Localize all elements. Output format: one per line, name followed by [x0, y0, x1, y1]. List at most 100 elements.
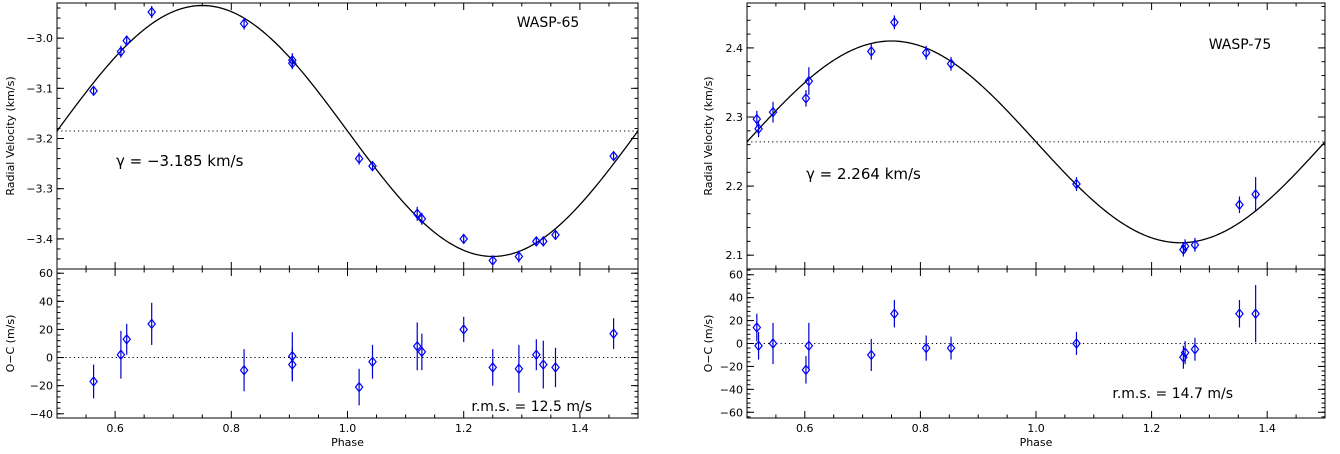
data-point: [147, 302, 157, 345]
data-point: [488, 349, 498, 386]
rms-label: r.m.s. = 12.5 m/s: [471, 399, 592, 415]
data-point: [1190, 337, 1200, 361]
x-tick-label: 1.0: [339, 422, 357, 435]
data-marker: [1180, 240, 1190, 252]
data-point: [866, 338, 876, 372]
data-point: [768, 322, 778, 365]
y-tick-label: −3.4: [26, 233, 53, 246]
data-point: [412, 322, 422, 371]
y-tick-label: 40: [39, 295, 53, 308]
data-point: [866, 43, 876, 60]
data-marker: [122, 35, 132, 47]
data-point: [890, 15, 899, 30]
plot-frame: [746, 268, 1326, 419]
rms-label: r.m.s. = 14.7 m/s: [1112, 386, 1233, 402]
data-point: [752, 110, 762, 128]
data-point: [609, 318, 618, 350]
data-marker: [1180, 347, 1190, 359]
data-point: [1235, 299, 1244, 328]
data-marker: [1190, 239, 1200, 251]
data-marker: [1235, 308, 1244, 320]
data-point: [1180, 239, 1190, 254]
data-point: [1072, 332, 1081, 355]
data-marker: [368, 356, 377, 368]
data-marker: [239, 364, 249, 376]
data-marker: [89, 85, 98, 97]
data-point: [1251, 177, 1261, 212]
data-point: [488, 255, 498, 266]
data-point: [417, 333, 427, 371]
data-point: [551, 229, 560, 241]
data-point: [768, 101, 778, 123]
data-marker: [804, 340, 814, 352]
x-tick-label: 1.2: [455, 422, 473, 435]
data-marker: [866, 349, 876, 361]
rv-panel: −3.0 −3.1 −3.2 −3.3 −3.4 Radial Velocity (km/…: [4, 2, 639, 270]
y-axis-label: O−C (m/s): [702, 315, 715, 373]
data-point: [287, 57, 297, 70]
data-point: [1072, 177, 1081, 191]
data-marker: [531, 349, 541, 361]
data-marker: [1251, 188, 1261, 200]
y-tick-label: −3.0: [26, 32, 53, 45]
data-point: [368, 344, 377, 379]
y-tick-label: −40: [720, 383, 743, 396]
data-point: [122, 323, 132, 355]
data-point: [89, 85, 98, 97]
data-marker: [417, 346, 427, 358]
data-marker: [412, 208, 422, 220]
data-marker: [459, 323, 469, 335]
y-tick-label: −20: [30, 380, 53, 393]
data-marker: [538, 235, 548, 247]
data-point: [459, 233, 469, 245]
data-marker: [804, 75, 814, 87]
data-marker: [551, 361, 560, 373]
data-marker: [147, 318, 157, 330]
data-point: [609, 150, 618, 162]
residual-panel: −60 −40 −20 0 20 40 60 O−C (m/s) r.m.s. = 14.7 m…: [702, 268, 1326, 419]
x-tick-label: 0.8: [912, 422, 930, 435]
data-marker: [1072, 338, 1081, 349]
plot-frame: [56, 2, 639, 270]
data-marker: [368, 160, 377, 172]
data-marker: [488, 361, 498, 373]
y-tick-label: 2.1: [726, 249, 744, 262]
data-point: [354, 368, 364, 406]
y-tick-label: 20: [729, 315, 743, 328]
y-tick-label: 60: [39, 267, 53, 280]
x-axis-label: Phase: [331, 436, 364, 449]
y-tick-label: −3.2: [26, 133, 53, 146]
data-point: [1179, 242, 1188, 257]
plot-frame: [56, 268, 639, 419]
data-marker: [459, 233, 469, 245]
data-marker: [752, 113, 762, 125]
data-marker: [354, 153, 364, 165]
data-point: [89, 364, 98, 399]
data-marker: [116, 349, 126, 361]
data-point: [921, 335, 931, 361]
y-tick-label: 2.3: [726, 111, 744, 124]
wasp65-panel: −3.0 −3.1 −3.2 −3.3 −3.4 Radial Velocity (km/…: [4, 2, 639, 449]
data-marker: [1190, 343, 1200, 355]
data-marker: [1179, 244, 1188, 256]
orbit-model-curve: [746, 40, 1326, 244]
data-marker: [946, 58, 956, 70]
star-label: WASP-65: [517, 15, 580, 31]
data-marker: [514, 363, 524, 375]
data-point: [531, 339, 541, 371]
data-marker: [801, 92, 811, 104]
data-point: [1235, 196, 1244, 214]
y-axis-label: O−C (m/s): [4, 315, 17, 373]
data-marker: [531, 235, 541, 247]
data-marker: [116, 46, 126, 58]
y-tick-label: 2.4: [726, 42, 744, 55]
data-point: [1190, 237, 1200, 252]
data-marker: [609, 328, 618, 340]
data-marker: [412, 340, 422, 352]
gamma-label: γ = 2.264 km/s: [806, 165, 921, 183]
data-point: [122, 35, 132, 47]
data-marker: [417, 213, 427, 225]
data-point: [538, 340, 548, 389]
data-point: [1251, 285, 1261, 343]
data-marker: [122, 333, 132, 345]
